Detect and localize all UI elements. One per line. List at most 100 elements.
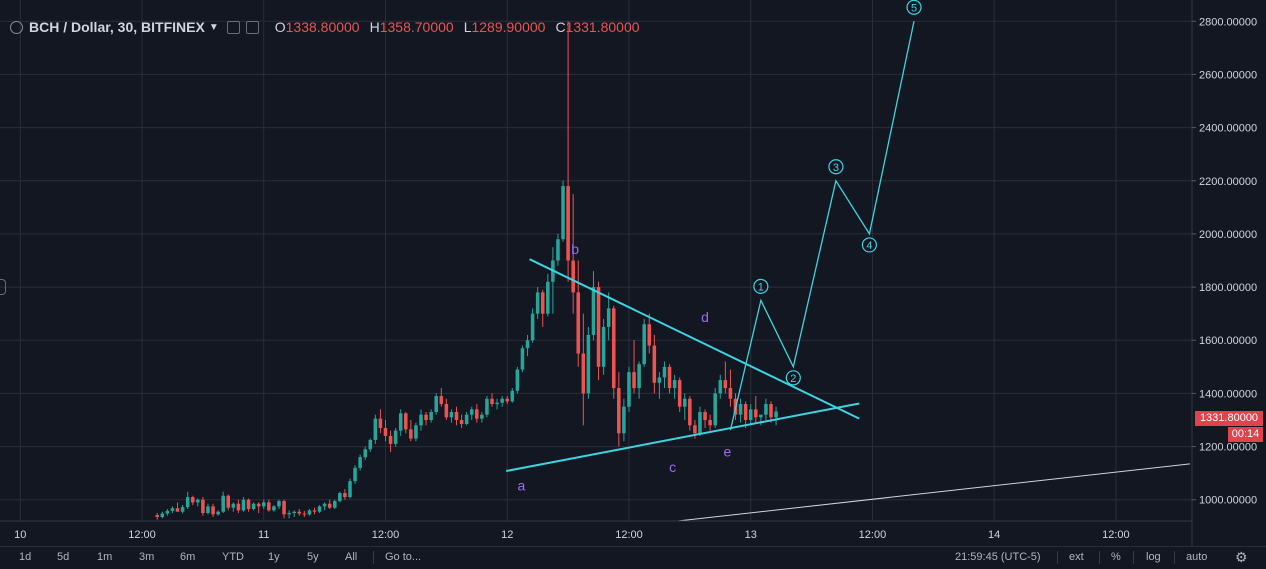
candle-body xyxy=(535,292,540,314)
range-3m-button[interactable]: 3m xyxy=(139,551,155,563)
candle-body xyxy=(322,503,327,507)
candle-body xyxy=(272,506,276,511)
range-1m-button[interactable]: 1m xyxy=(97,551,113,563)
candle-body xyxy=(525,340,530,349)
candle-body xyxy=(561,186,565,240)
range-5y-button[interactable]: 5y xyxy=(307,551,319,563)
candle-body xyxy=(155,515,160,518)
candle-body xyxy=(591,287,596,335)
candle-body xyxy=(469,409,474,415)
countdown-tag: 00:14 xyxy=(1228,427,1263,442)
candle-body xyxy=(434,396,438,413)
candle-body xyxy=(429,412,433,420)
candle-body xyxy=(754,409,758,418)
toolbar-divider xyxy=(1133,551,1134,564)
time-tick-label: 12:00 xyxy=(615,529,643,541)
range-5d-button[interactable]: 5d xyxy=(57,551,70,563)
close-value: 1331.80000 xyxy=(565,19,640,35)
price-tick-label: 1200.00000 xyxy=(1199,442,1257,454)
candle-body xyxy=(414,425,418,439)
time-tick-label: 12:00 xyxy=(128,529,156,541)
candle-body xyxy=(175,508,180,512)
time-axis[interactable]: 10 12:00 11 12:00 12 12:00 13 12:00 14 12:00 xyxy=(14,529,1130,541)
percent-toggle[interactable]: % xyxy=(1111,551,1121,563)
candle-body xyxy=(759,414,763,418)
candle-body xyxy=(246,499,251,510)
toolbar-divider xyxy=(1174,551,1175,564)
range-ytd-button[interactable]: YTD xyxy=(222,551,244,563)
triangle-lower-line xyxy=(506,402,860,473)
candle-body xyxy=(652,345,657,383)
candle-body xyxy=(637,364,641,389)
toolbar-divider xyxy=(1057,551,1058,564)
time-tick-label: 12:00 xyxy=(1102,529,1130,541)
legend-settings-icon[interactable] xyxy=(226,20,240,34)
candle-body xyxy=(196,499,200,503)
symbol-name[interactable]: BCH / Dollar, 30, BITFINEX xyxy=(29,19,205,35)
candle-body xyxy=(439,396,444,405)
candle-body xyxy=(657,377,662,383)
wave-number-label: 3 xyxy=(833,162,839,174)
price-axis[interactable]: 1000.00000 1200.00000 1400.00000 1600.00000… xyxy=(1192,16,1257,507)
time-tick-label: 14 xyxy=(988,529,1000,541)
close-label: C xyxy=(555,19,566,35)
price-tick-label: 1000.00000 xyxy=(1199,495,1257,507)
symbol-caret-icon[interactable]: ▼ xyxy=(208,21,219,33)
candle-body xyxy=(363,449,367,458)
price-tick-label: 1400.00000 xyxy=(1199,388,1257,400)
auto-toggle[interactable]: auto xyxy=(1186,551,1208,563)
candle-body xyxy=(226,495,231,508)
long-trendline xyxy=(677,463,1191,522)
triangle-layer xyxy=(506,258,860,473)
low-label: L xyxy=(463,19,472,35)
candle-body xyxy=(373,418,378,440)
price-tick-label: 2200.00000 xyxy=(1199,176,1257,188)
legend-hide-icon[interactable] xyxy=(245,20,259,34)
clock-display[interactable]: 21:59:45 (UTC-5) xyxy=(955,551,1041,563)
candle-body xyxy=(206,506,210,514)
settings-gear-icon[interactable]: ⚙ xyxy=(1235,549,1248,565)
candle-body xyxy=(348,481,352,498)
price-tick-label: 2000.00000 xyxy=(1199,229,1257,241)
price-tick-label: 1800.00000 xyxy=(1199,282,1257,294)
candle-body xyxy=(698,412,702,434)
candle-body xyxy=(236,503,241,511)
candle-body xyxy=(769,404,773,418)
range-1d-button[interactable]: 1d xyxy=(19,551,32,563)
candle-body xyxy=(606,308,611,327)
time-tick-label: 10 xyxy=(14,529,26,541)
toolbar-divider xyxy=(1099,551,1100,564)
wave-number-circle xyxy=(828,159,844,175)
candle-body xyxy=(546,281,550,314)
time-tick-label: 13 xyxy=(745,529,757,541)
candle-body xyxy=(647,324,652,346)
candle-body xyxy=(160,513,165,518)
candle-body xyxy=(490,398,494,405)
range-all-button[interactable]: All xyxy=(345,551,358,563)
candle-body xyxy=(743,404,748,420)
symbol-icon[interactable] xyxy=(10,20,23,34)
price-tick-label: 2400.00000 xyxy=(1199,123,1257,135)
candle-body xyxy=(475,409,479,419)
ext-toggle[interactable]: ext xyxy=(1069,551,1084,563)
chart-legend: BCH / Dollar, 30, BITFINEX ▼ O 1338.80000… xyxy=(10,19,640,35)
range-1y-button[interactable]: 1y xyxy=(268,551,280,563)
range-6m-button[interactable]: 6m xyxy=(180,551,196,563)
candle-body xyxy=(601,326,606,367)
candle-body xyxy=(297,511,302,514)
projection-layer: 1 2 3 4 5 xyxy=(729,0,922,431)
candle-body xyxy=(282,501,286,515)
candle-body xyxy=(485,398,489,415)
wave-letter-label: b xyxy=(571,241,579,257)
candle-body xyxy=(520,348,525,370)
candle-body xyxy=(251,503,256,510)
wave-labels-layer: a b c d e xyxy=(518,241,732,494)
candle-body xyxy=(500,398,504,403)
candle-body xyxy=(190,497,195,503)
log-toggle[interactable]: log xyxy=(1146,551,1161,563)
left-panel-handle[interactable] xyxy=(0,279,6,295)
candle-body xyxy=(378,418,383,428)
goto-button[interactable]: Go to... xyxy=(385,551,422,563)
candle-body xyxy=(586,334,591,394)
